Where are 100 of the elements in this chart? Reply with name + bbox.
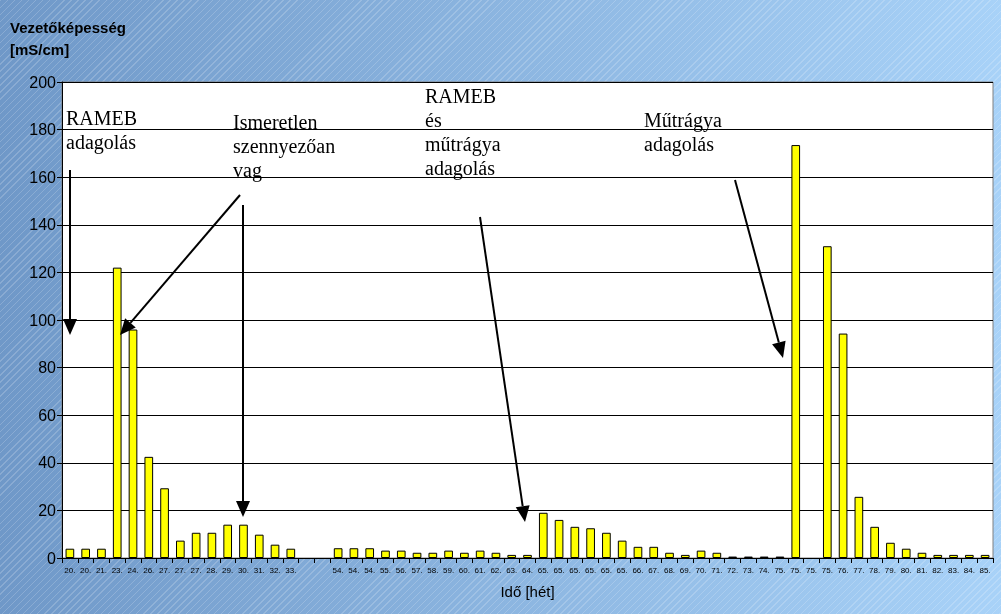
y-tick-label: 160 xyxy=(29,168,57,186)
y-tick-label: 80 xyxy=(38,359,57,377)
x-tick-label: 69. xyxy=(679,565,691,575)
bar xyxy=(870,526,879,558)
x-tick-label: 66. xyxy=(632,565,644,575)
y-axis-title: Vezetőképesség [mS/cm] xyxy=(10,18,126,58)
bar xyxy=(570,526,580,558)
bar xyxy=(428,552,438,558)
x-tick-label: 54. xyxy=(348,565,360,575)
y-tick-label: 140 xyxy=(29,216,57,234)
x-tick-label: 30. xyxy=(237,565,250,575)
x-tick-label: 27. xyxy=(174,565,186,575)
x-tick-label: 83. xyxy=(947,565,960,575)
bar xyxy=(444,550,453,558)
x-tick-label: 27. xyxy=(159,565,171,575)
bar xyxy=(223,524,233,558)
x-tick-label: 67. xyxy=(648,565,660,575)
y-tick-label: 40 xyxy=(38,454,57,472)
bar xyxy=(81,548,91,558)
bar xyxy=(97,548,106,558)
x-tick-label: 27. xyxy=(190,565,202,575)
x-tick-label: 58. xyxy=(427,565,439,575)
x-tick-label: 75. xyxy=(805,565,818,575)
bar xyxy=(381,550,390,558)
x-tick-label: 31. xyxy=(253,565,265,575)
bar xyxy=(65,548,75,558)
x-tick-label: 28. xyxy=(206,565,218,575)
x-tick-label: 54. xyxy=(332,565,344,575)
x-tick-label: 71. xyxy=(711,565,723,575)
bar xyxy=(254,534,264,558)
bar xyxy=(176,540,185,558)
bar xyxy=(270,544,280,558)
x-tick-label: 65. xyxy=(585,565,597,575)
y-tick-label: 0 xyxy=(47,549,57,567)
bar xyxy=(980,554,990,558)
y-tick-label: 200 xyxy=(29,73,57,91)
x-tick-label: 56. xyxy=(395,565,407,575)
x-tick-label: 85. xyxy=(979,565,991,575)
x-tick-label: 57. xyxy=(411,565,423,575)
y-tick-label: 100 xyxy=(29,311,57,329)
annotation: Ismeretlen szennyezőan vag xyxy=(233,111,336,182)
x-tick-label: 55. xyxy=(379,565,392,575)
x-tick-label: 74. xyxy=(758,565,770,575)
bar xyxy=(460,552,469,558)
bar xyxy=(523,554,532,558)
y-tick-label: 120 xyxy=(29,263,57,281)
bar xyxy=(396,550,406,558)
x-tick-label: 62. xyxy=(490,565,502,575)
x-tick-label: 29. xyxy=(222,565,234,575)
y-tick-label: 20 xyxy=(38,501,57,519)
bar xyxy=(617,540,627,558)
x-tick-label: 72. xyxy=(727,565,739,575)
bar xyxy=(917,552,927,558)
bar xyxy=(665,552,674,558)
x-tick-label: 68. xyxy=(663,565,676,575)
x-tick-label: 20. xyxy=(80,565,92,575)
bar xyxy=(680,554,690,558)
x-tick-label: 64. xyxy=(521,565,534,575)
x-tick-label: 26. xyxy=(143,565,155,575)
y-tick-label: 180 xyxy=(29,121,57,139)
x-tick-label: 33. xyxy=(285,565,297,575)
x-tick-label: 75. xyxy=(774,565,786,575)
bar xyxy=(349,548,359,558)
bar xyxy=(633,546,643,558)
x-tick-label: 73. xyxy=(742,565,754,575)
x-tick-label: 81. xyxy=(916,565,928,575)
x-tick-label: 60. xyxy=(458,565,470,575)
bar xyxy=(491,552,501,558)
x-tick-label: 63. xyxy=(506,565,518,575)
x-tick-label: 80. xyxy=(900,565,912,575)
bar xyxy=(712,552,722,558)
bar xyxy=(333,548,343,558)
x-tick-label: 75. xyxy=(821,565,833,575)
x-tick-label: 79. xyxy=(884,565,896,575)
bar xyxy=(286,548,296,558)
bar xyxy=(949,554,958,558)
bar xyxy=(191,532,201,558)
bar xyxy=(964,554,974,558)
bar xyxy=(901,548,911,558)
x-tick-label: 24. xyxy=(127,565,139,575)
x-tick-label: 84. xyxy=(963,565,975,575)
x-tick-label: 32. xyxy=(269,565,281,575)
bar xyxy=(554,519,564,558)
bar xyxy=(507,554,517,558)
x-tick-label: 65. xyxy=(600,565,612,575)
bar xyxy=(649,546,659,558)
bar xyxy=(475,550,485,558)
bar xyxy=(602,532,611,558)
x-tick-label: 61. xyxy=(474,565,486,575)
x-tick-label: 21. xyxy=(95,565,108,575)
bar xyxy=(538,512,548,558)
bar xyxy=(239,524,248,558)
bar xyxy=(886,542,895,558)
x-tick-label: 82. xyxy=(932,565,944,575)
y-tick-label: 60 xyxy=(38,406,57,424)
annotation: Műtrágya adagolás xyxy=(644,109,722,156)
annotation: RAMEB és műtrágya adagolás xyxy=(425,85,501,180)
x-tick-label: 76. xyxy=(837,565,849,575)
bar xyxy=(586,528,595,558)
bar xyxy=(933,554,943,558)
